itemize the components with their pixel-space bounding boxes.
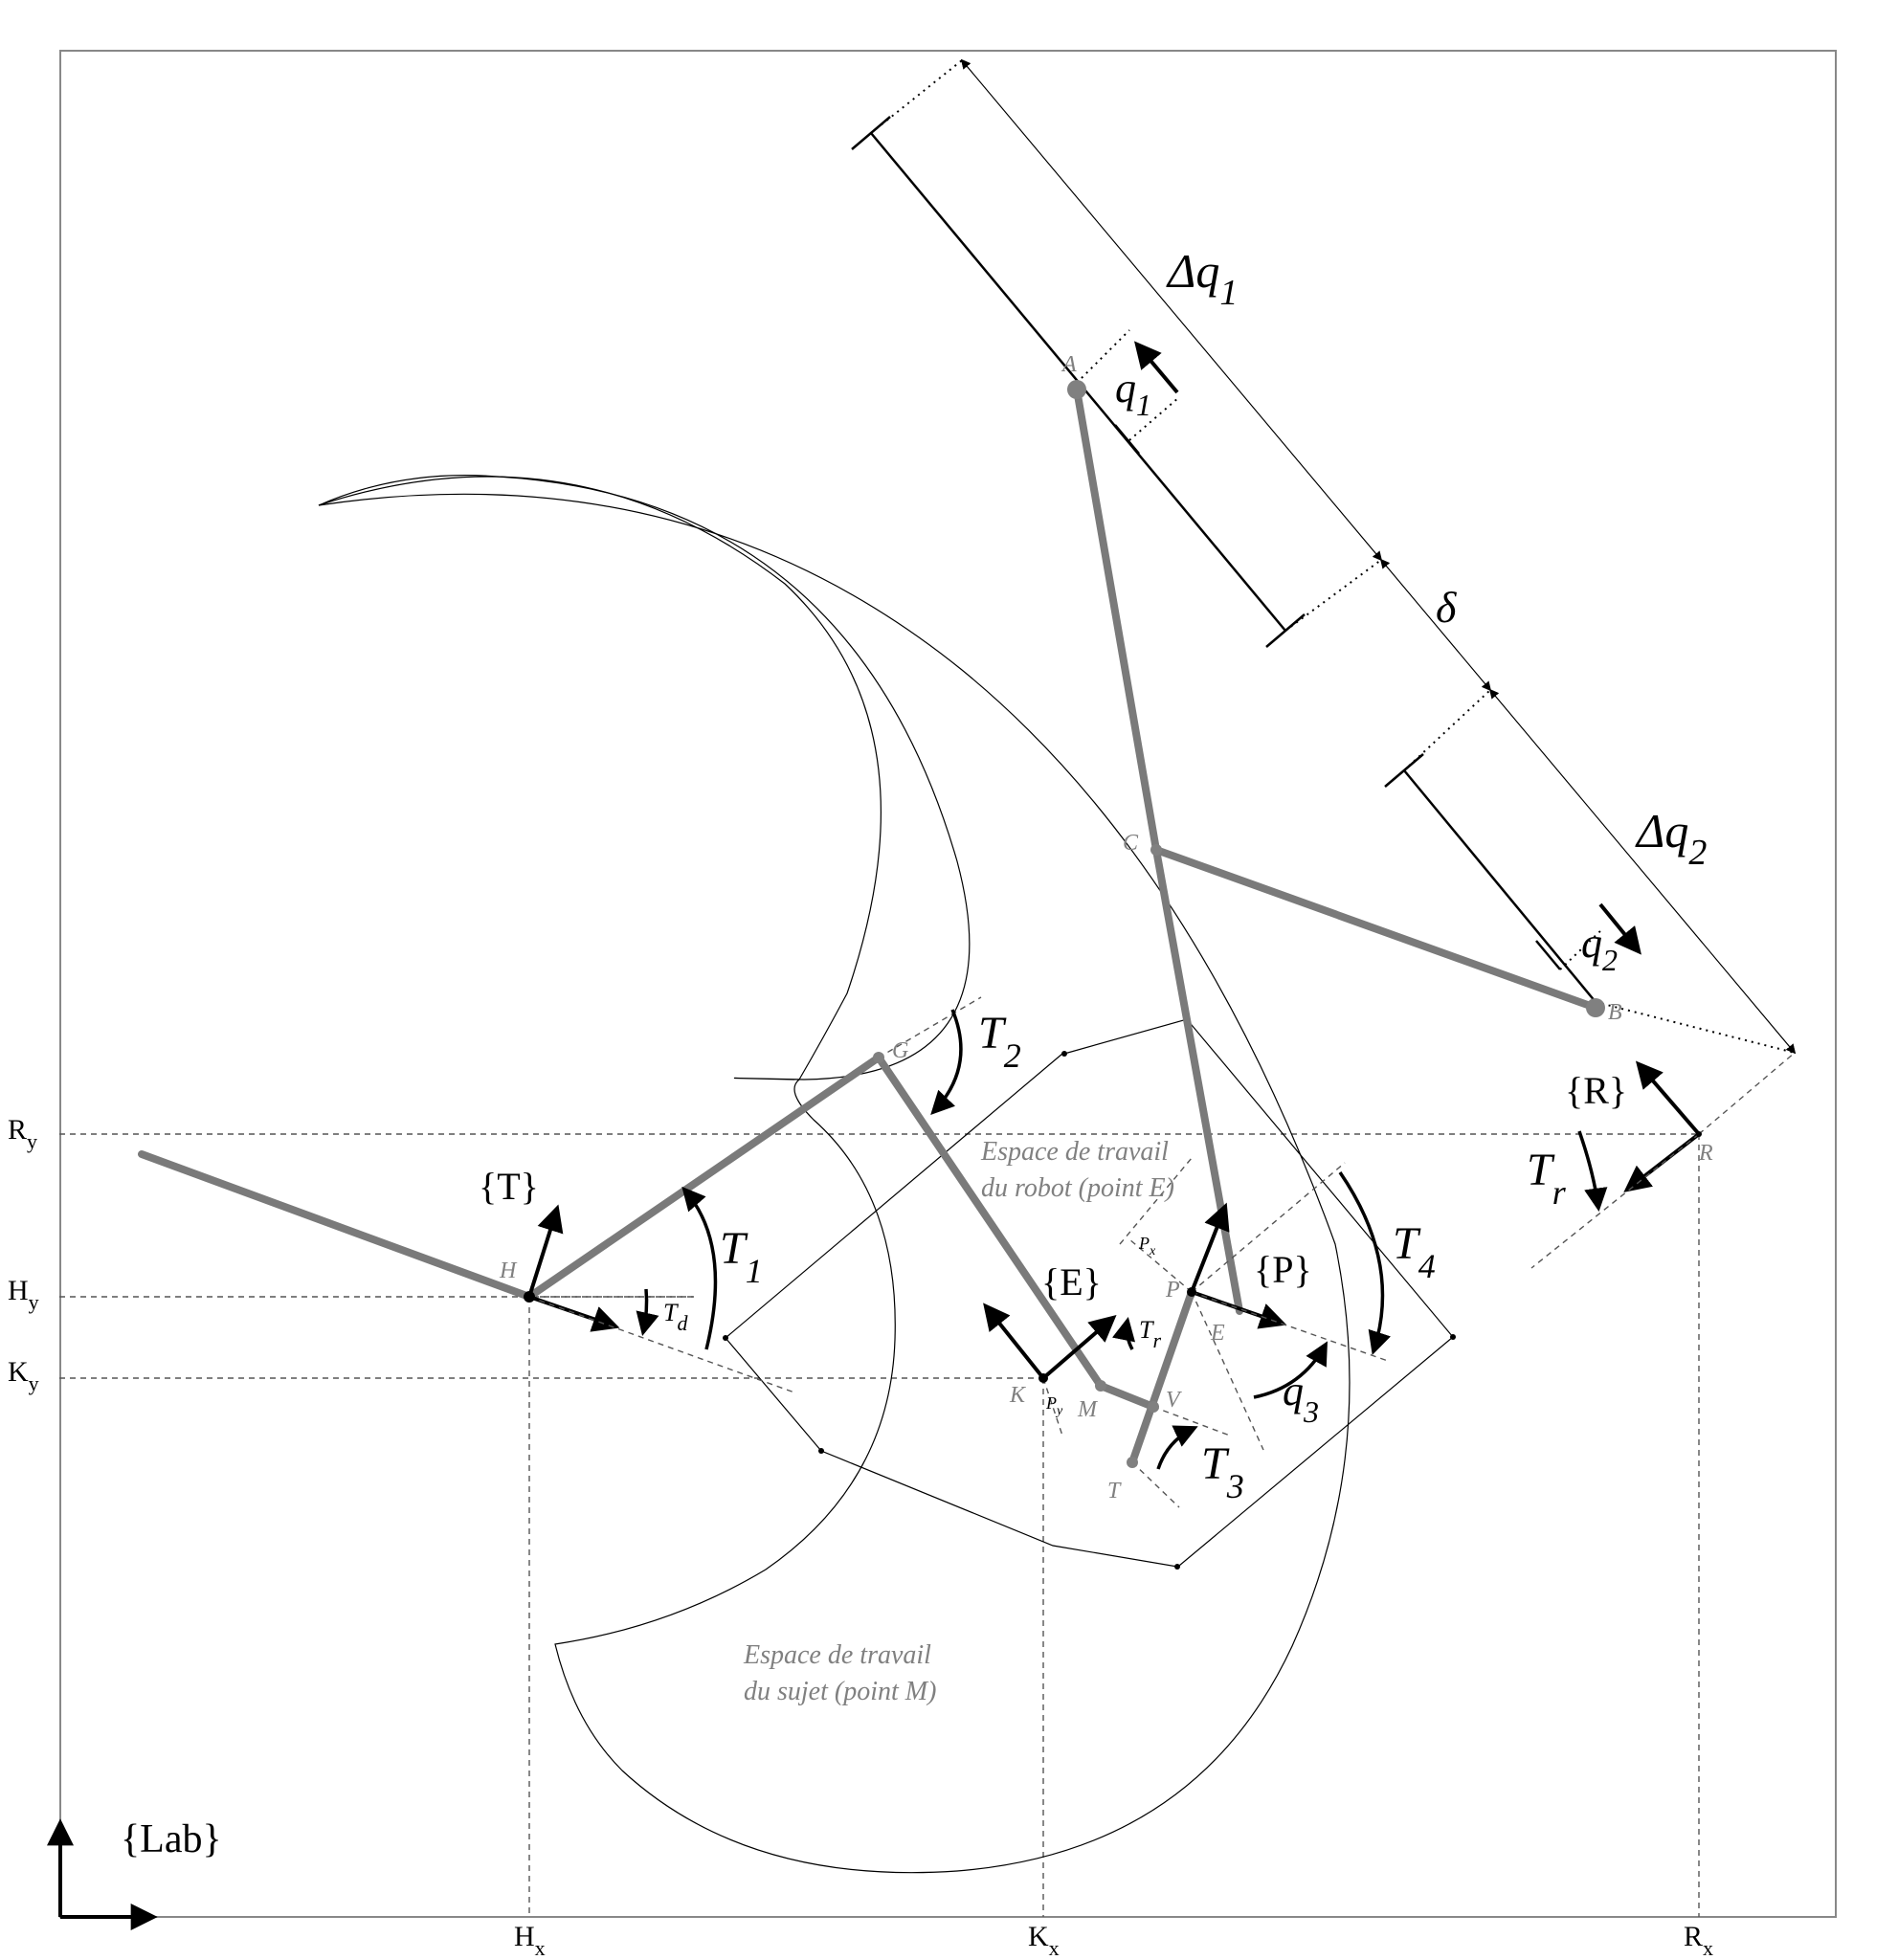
tick-Hx: Hx bbox=[514, 1921, 546, 1960]
robot-workspace bbox=[723, 1016, 1456, 1570]
frame-T-label: {T} bbox=[479, 1165, 539, 1208]
point-G-label: G bbox=[892, 1038, 908, 1063]
tick-Hy: Hy bbox=[8, 1275, 39, 1314]
robot-workspace-caption-line1: Espace de travail bbox=[980, 1137, 1169, 1167]
dim-dq2-label: Δq2 bbox=[1635, 804, 1707, 873]
dim-delta-label: δ bbox=[1436, 583, 1457, 632]
reference-lines bbox=[59, 1133, 1700, 1917]
frame-E-label: {E} bbox=[1041, 1260, 1102, 1303]
point-K-label: K bbox=[1009, 1383, 1027, 1408]
subject-workspace-caption-line1: Espace de travail bbox=[743, 1640, 931, 1670]
tick-Rx: Rx bbox=[1684, 1921, 1713, 1960]
tick-Ky: Ky bbox=[8, 1356, 39, 1395]
point-A-label: A bbox=[1061, 352, 1077, 377]
pvec-Px-label: Px bbox=[1138, 1234, 1156, 1258]
angle-T3-label: T3 bbox=[1201, 1438, 1244, 1505]
angle-labels: T1 T2 T3 T4 Td Tr Tr q3 bbox=[663, 1008, 1567, 1505]
point-H-label: H bbox=[499, 1258, 518, 1283]
frame-axes bbox=[47, 1060, 1701, 1930]
point-E-label: E bbox=[1210, 1321, 1225, 1346]
angle-Tr-label: Tr bbox=[1527, 1145, 1567, 1212]
frame-labels: {Lab} {T} {E} {P} {R} bbox=[121, 1069, 1627, 1861]
point-T-label: T bbox=[1107, 1479, 1122, 1503]
robot-workspace-caption-line2: du robot (point E) bbox=[981, 1173, 1174, 1203]
dim-q1-label: q1 bbox=[1115, 365, 1151, 422]
pvec-Py-label: Py bbox=[1045, 1393, 1063, 1418]
dimension-lines bbox=[851, 58, 1797, 1055]
angle-construction bbox=[528, 996, 1796, 1508]
angle-T2-label: T2 bbox=[978, 1008, 1021, 1075]
frame-lab-label: {Lab} bbox=[121, 1817, 222, 1861]
point-R-label: R bbox=[1698, 1141, 1713, 1166]
dim-q2-label: q2 bbox=[1581, 920, 1618, 977]
frame-P-label: {P} bbox=[1254, 1248, 1312, 1291]
point-C-label: C bbox=[1123, 831, 1139, 856]
axis-ticks: Ry Hy Ky Hx Kx Rx bbox=[8, 1114, 1713, 1960]
point-labels: A B C G H K M V T P E R bbox=[499, 352, 1713, 1503]
point-M-label: M bbox=[1077, 1397, 1099, 1422]
point-B-label: B bbox=[1608, 1000, 1622, 1025]
lab-frame-border bbox=[59, 50, 1837, 1918]
angle-T4-label: T4 bbox=[1393, 1218, 1436, 1285]
dimension-labels: Δq1 q1 δ Δq2 q2 bbox=[1115, 244, 1707, 977]
pvector-labels: Px Py bbox=[1045, 1234, 1156, 1418]
frame-R-label: {R} bbox=[1565, 1069, 1627, 1112]
angle-Td-label: Td bbox=[663, 1299, 688, 1335]
tick-Ry: Ry bbox=[8, 1114, 37, 1153]
workspace-captions: Espace de travail du robot (point E) Esp… bbox=[743, 1137, 1174, 1706]
joints bbox=[524, 380, 1702, 1468]
links bbox=[138, 386, 1599, 1466]
point-P-label: P bbox=[1165, 1278, 1180, 1303]
angle-Tr-small-label: Tr bbox=[1139, 1316, 1161, 1352]
subject-workspace-caption-line2: du sujet (point M) bbox=[744, 1677, 936, 1706]
point-V-label: V bbox=[1166, 1388, 1182, 1413]
angle-q3-label: q3 bbox=[1283, 1368, 1319, 1429]
angle-arcs bbox=[636, 1009, 1608, 1470]
angle-T1-label: T1 bbox=[720, 1223, 763, 1290]
tick-Kx: Kx bbox=[1028, 1921, 1060, 1960]
dim-dq1-label: Δq1 bbox=[1166, 244, 1238, 313]
